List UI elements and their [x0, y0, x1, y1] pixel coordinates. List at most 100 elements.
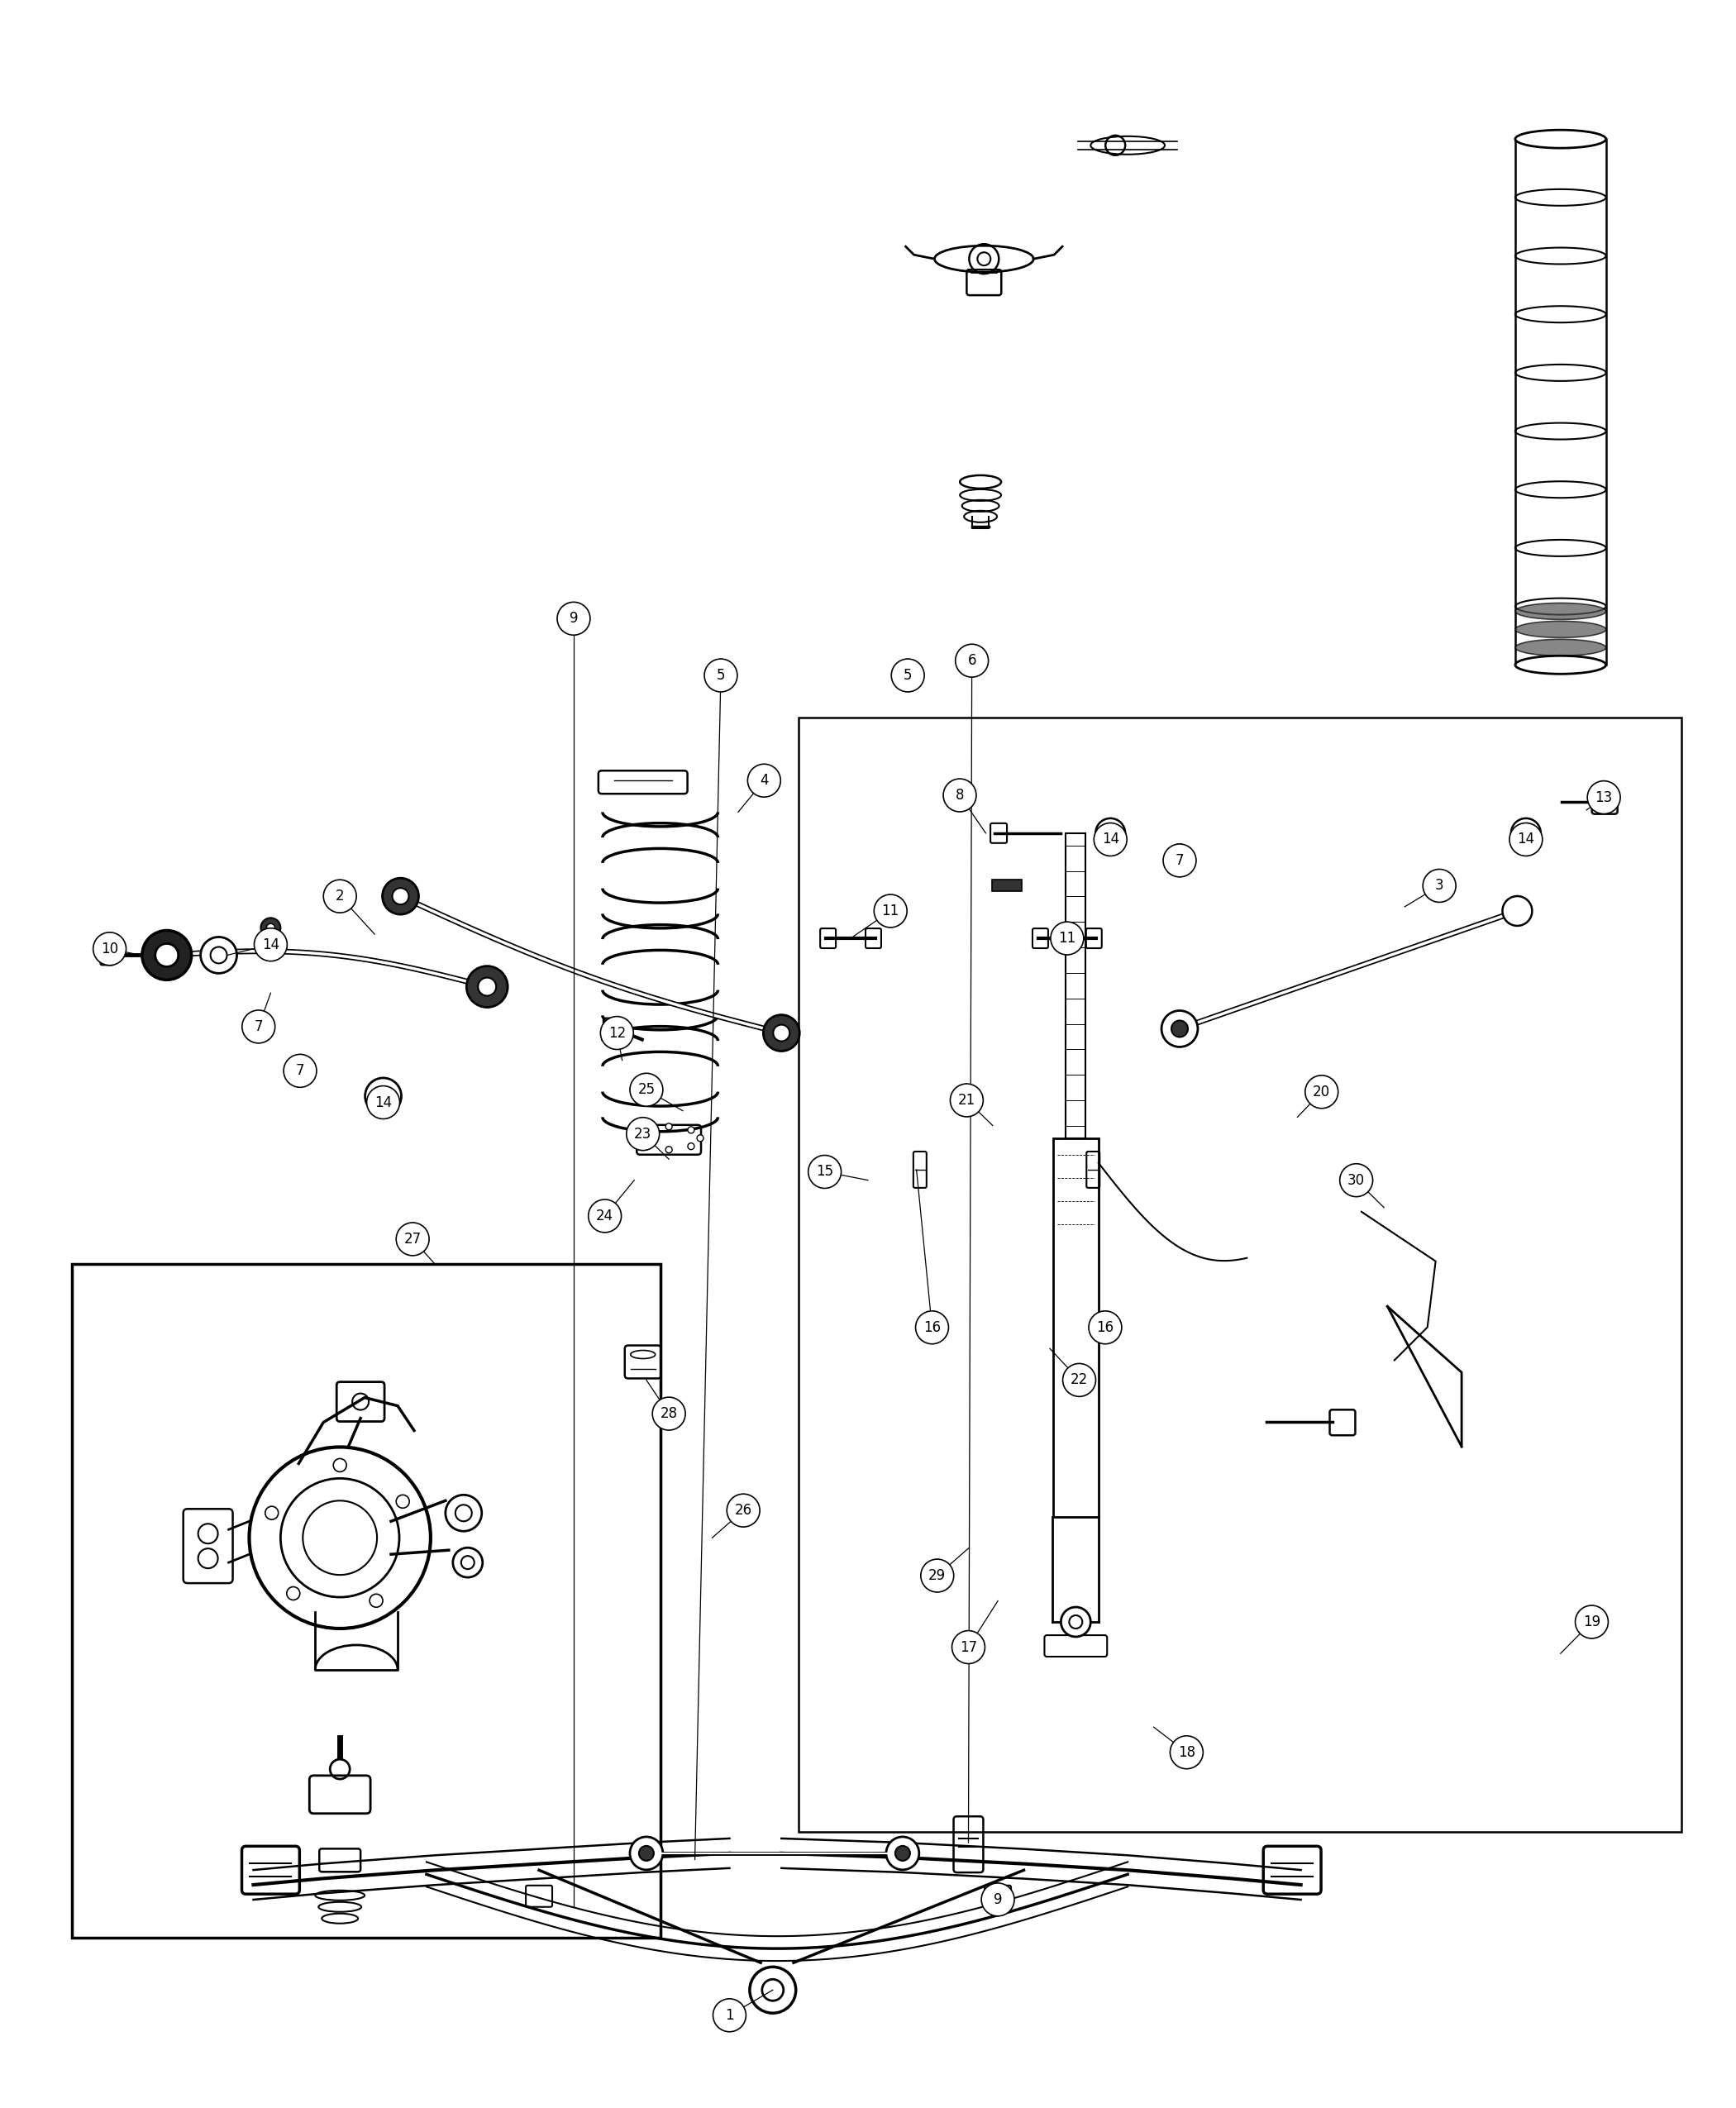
Circle shape	[1170, 845, 1189, 864]
Text: 24: 24	[595, 1208, 613, 1223]
Circle shape	[260, 917, 281, 938]
Bar	[799, 717, 1682, 1832]
FancyBboxPatch shape	[101, 944, 113, 965]
Text: 9: 9	[993, 1893, 1002, 1908]
Text: 14: 14	[262, 938, 279, 953]
Ellipse shape	[1516, 639, 1606, 656]
Circle shape	[155, 944, 179, 968]
Circle shape	[687, 1126, 694, 1134]
Circle shape	[1305, 1075, 1338, 1109]
Circle shape	[687, 1143, 694, 1149]
Text: 14: 14	[1102, 833, 1120, 847]
Text: 7: 7	[295, 1062, 304, 1079]
Circle shape	[396, 1495, 410, 1507]
Circle shape	[896, 1847, 910, 1861]
Ellipse shape	[1516, 603, 1606, 620]
Circle shape	[1587, 780, 1620, 814]
Text: 11: 11	[882, 904, 899, 919]
Text: 25: 25	[637, 1081, 654, 1096]
Circle shape	[557, 603, 590, 635]
Circle shape	[267, 923, 274, 932]
Circle shape	[375, 1088, 391, 1105]
Circle shape	[915, 1311, 948, 1345]
Circle shape	[142, 930, 191, 980]
Text: 27: 27	[404, 1231, 422, 1246]
Circle shape	[210, 946, 227, 963]
Circle shape	[1062, 1364, 1095, 1395]
Circle shape	[1104, 826, 1116, 839]
Circle shape	[1050, 921, 1083, 955]
Circle shape	[653, 1398, 686, 1429]
Circle shape	[665, 1147, 672, 1153]
Circle shape	[467, 965, 507, 1008]
Ellipse shape	[1516, 131, 1606, 148]
Circle shape	[1172, 1020, 1187, 1037]
Text: 26: 26	[734, 1503, 752, 1518]
Circle shape	[943, 778, 976, 812]
Circle shape	[727, 1495, 760, 1526]
Circle shape	[748, 763, 781, 797]
Circle shape	[951, 1632, 984, 1663]
Circle shape	[392, 887, 408, 904]
Circle shape	[1088, 1311, 1121, 1345]
Circle shape	[253, 928, 286, 961]
Text: 6: 6	[967, 653, 976, 668]
Circle shape	[333, 1459, 347, 1471]
Text: 3: 3	[1436, 879, 1444, 894]
FancyBboxPatch shape	[991, 879, 1021, 892]
Circle shape	[981, 1882, 1014, 1916]
Circle shape	[601, 1016, 634, 1050]
Circle shape	[1340, 1164, 1373, 1197]
Circle shape	[1424, 868, 1457, 902]
Circle shape	[292, 1060, 309, 1077]
Circle shape	[370, 1594, 384, 1606]
Circle shape	[1510, 818, 1542, 847]
Circle shape	[1095, 818, 1125, 847]
Circle shape	[330, 1760, 351, 1779]
Circle shape	[809, 1155, 842, 1189]
Text: 29: 29	[929, 1568, 946, 1583]
Circle shape	[891, 660, 924, 691]
Text: 18: 18	[1177, 1745, 1196, 1760]
Circle shape	[1069, 1615, 1082, 1629]
Circle shape	[644, 1126, 649, 1134]
Circle shape	[665, 1124, 672, 1130]
Circle shape	[477, 978, 496, 995]
Circle shape	[885, 1836, 918, 1870]
Circle shape	[283, 1054, 316, 1088]
Text: 28: 28	[660, 1406, 677, 1421]
Circle shape	[764, 1014, 800, 1052]
Circle shape	[1519, 826, 1533, 839]
Circle shape	[705, 660, 738, 691]
Circle shape	[696, 1134, 703, 1140]
Circle shape	[1502, 896, 1533, 925]
Circle shape	[1175, 850, 1184, 858]
Circle shape	[1161, 1010, 1198, 1048]
Text: 17: 17	[960, 1640, 977, 1655]
Text: 7: 7	[1175, 854, 1184, 868]
Text: 13: 13	[1595, 790, 1613, 805]
Text: 1: 1	[726, 2007, 734, 2024]
Circle shape	[773, 1024, 790, 1041]
Circle shape	[382, 879, 418, 915]
Text: 10: 10	[101, 942, 118, 957]
Circle shape	[366, 1086, 399, 1119]
Text: 16: 16	[1097, 1320, 1115, 1334]
Text: 30: 30	[1347, 1172, 1364, 1187]
Text: 7: 7	[253, 1018, 262, 1035]
Circle shape	[627, 1117, 660, 1151]
Circle shape	[323, 879, 356, 913]
Circle shape	[1163, 843, 1196, 877]
Circle shape	[630, 1073, 663, 1107]
Text: 15: 15	[816, 1164, 833, 1178]
Text: 8: 8	[955, 788, 963, 803]
Text: 4: 4	[760, 774, 769, 788]
Text: 14: 14	[1517, 833, 1535, 847]
Circle shape	[920, 1560, 953, 1592]
Text: 12: 12	[608, 1024, 625, 1041]
Ellipse shape	[1516, 656, 1606, 675]
Circle shape	[94, 932, 127, 965]
Text: 5: 5	[717, 668, 726, 683]
Circle shape	[639, 1847, 654, 1861]
Circle shape	[365, 1077, 401, 1115]
